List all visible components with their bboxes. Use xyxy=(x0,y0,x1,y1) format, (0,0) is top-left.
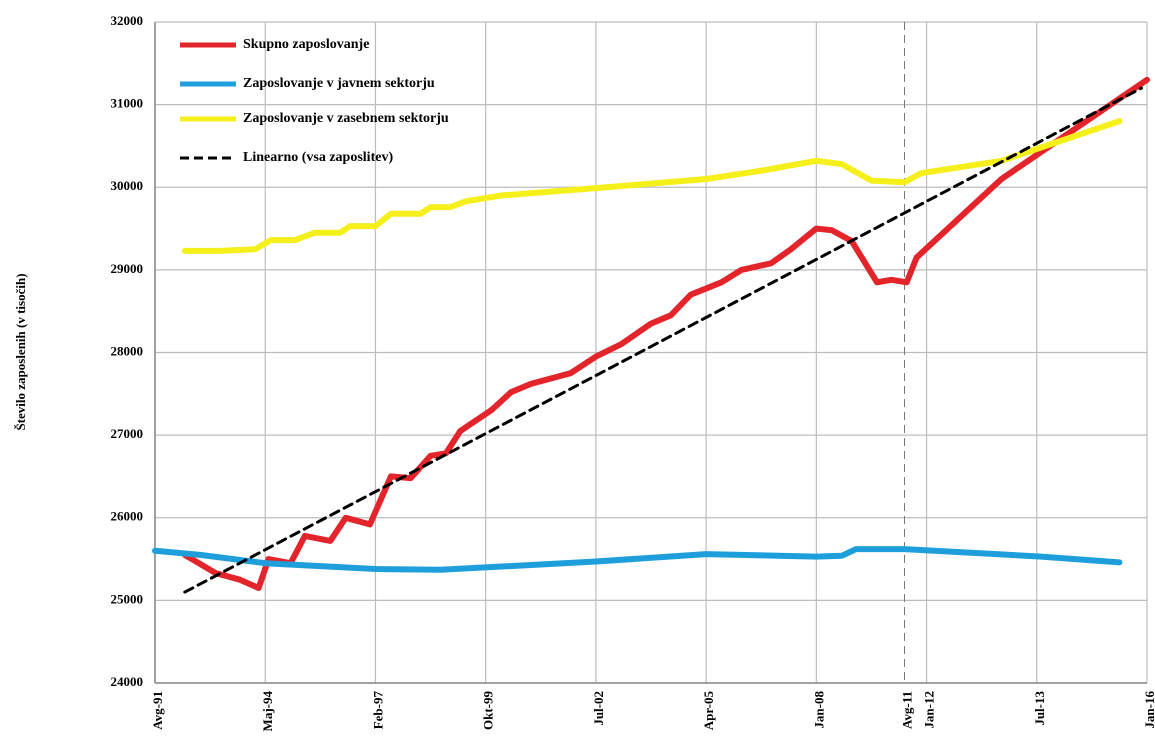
legend-label: Zaposlovanje v zasebnem sektorju xyxy=(243,111,449,126)
x-tick-label: Avg-91 xyxy=(150,691,165,730)
y-tick-label: 32000 xyxy=(111,13,144,28)
y-tick-label: 30000 xyxy=(111,178,144,193)
x-tick-label: Jan-08 xyxy=(811,691,826,729)
legend-label: Zaposlovanje v javnem sektorju xyxy=(243,76,435,91)
y-tick-label: 28000 xyxy=(111,343,144,358)
y-tick-label: 31000 xyxy=(111,96,144,111)
series-line xyxy=(152,546,1123,573)
x-tick-label: Jan-16 xyxy=(1142,691,1155,729)
x-tick-label: Jan-12 xyxy=(922,691,937,729)
y-tick-label: 25000 xyxy=(111,591,144,606)
legend-label: Linearno (vsa zaposlitev) xyxy=(243,150,393,165)
x-tick-label: Feb-97 xyxy=(370,691,385,730)
series-line xyxy=(181,118,1123,254)
x-tick-label: Avg-11 xyxy=(899,691,914,729)
x-tick-label: Jul-02 xyxy=(591,691,606,726)
y-tick-label: 26000 xyxy=(111,509,144,524)
series-line xyxy=(183,86,1143,594)
x-tick-label: Okt-99 xyxy=(481,691,496,731)
y-tick-label: 29000 xyxy=(111,261,144,276)
x-tick-label: Apr-05 xyxy=(701,691,716,731)
y-tick-label: 27000 xyxy=(111,426,144,441)
y-axis-label: Število zaposlenih (v tisočih) xyxy=(13,273,28,430)
x-tick-label: Jul-13 xyxy=(1032,691,1047,726)
y-tick-label: 24000 xyxy=(111,674,144,689)
legend-label: Skupno zaposlovanje xyxy=(243,37,369,52)
x-tick-label: Maj-94 xyxy=(260,691,275,732)
